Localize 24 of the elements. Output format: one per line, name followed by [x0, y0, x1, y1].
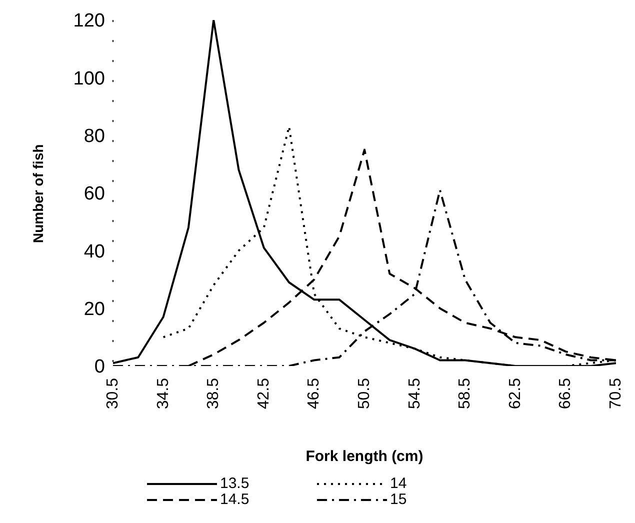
- y-tick-label: 120: [73, 10, 105, 32]
- x-tick-label: 70.5: [608, 378, 624, 410]
- y-tick-label: 40: [84, 241, 105, 262]
- legend-label: 15: [390, 491, 407, 508]
- x-tick-label: 50.5: [356, 378, 373, 410]
- x-tick-label: 66.5: [557, 378, 574, 410]
- x-tick-label: 42.5: [255, 378, 272, 410]
- legend-label: 14: [390, 475, 407, 492]
- x-tick-label: 62.5: [506, 378, 524, 410]
- y-tick-label: 60: [84, 184, 105, 205]
- legend-label: 14.5: [220, 491, 250, 508]
- x-tick-label: 58.5: [456, 378, 474, 410]
- y-tick-label: 80: [84, 126, 105, 148]
- y-tick-label: 100: [73, 68, 105, 90]
- x-axis-title: Fork length (cm): [306, 448, 424, 465]
- y-tick-label: 0: [94, 356, 105, 378]
- y-axis-title: Number of fish: [30, 144, 46, 243]
- x-tick-label: 34.5: [154, 378, 172, 410]
- y-tick-label: 20: [84, 299, 105, 320]
- x-tick-label: 30.5: [104, 378, 122, 410]
- x-tick-label: 38.5: [205, 378, 222, 410]
- x-tick-label: 54.5: [406, 378, 424, 410]
- legend-label: 13.5: [220, 475, 250, 492]
- x-tick-label: 46.5: [306, 378, 323, 410]
